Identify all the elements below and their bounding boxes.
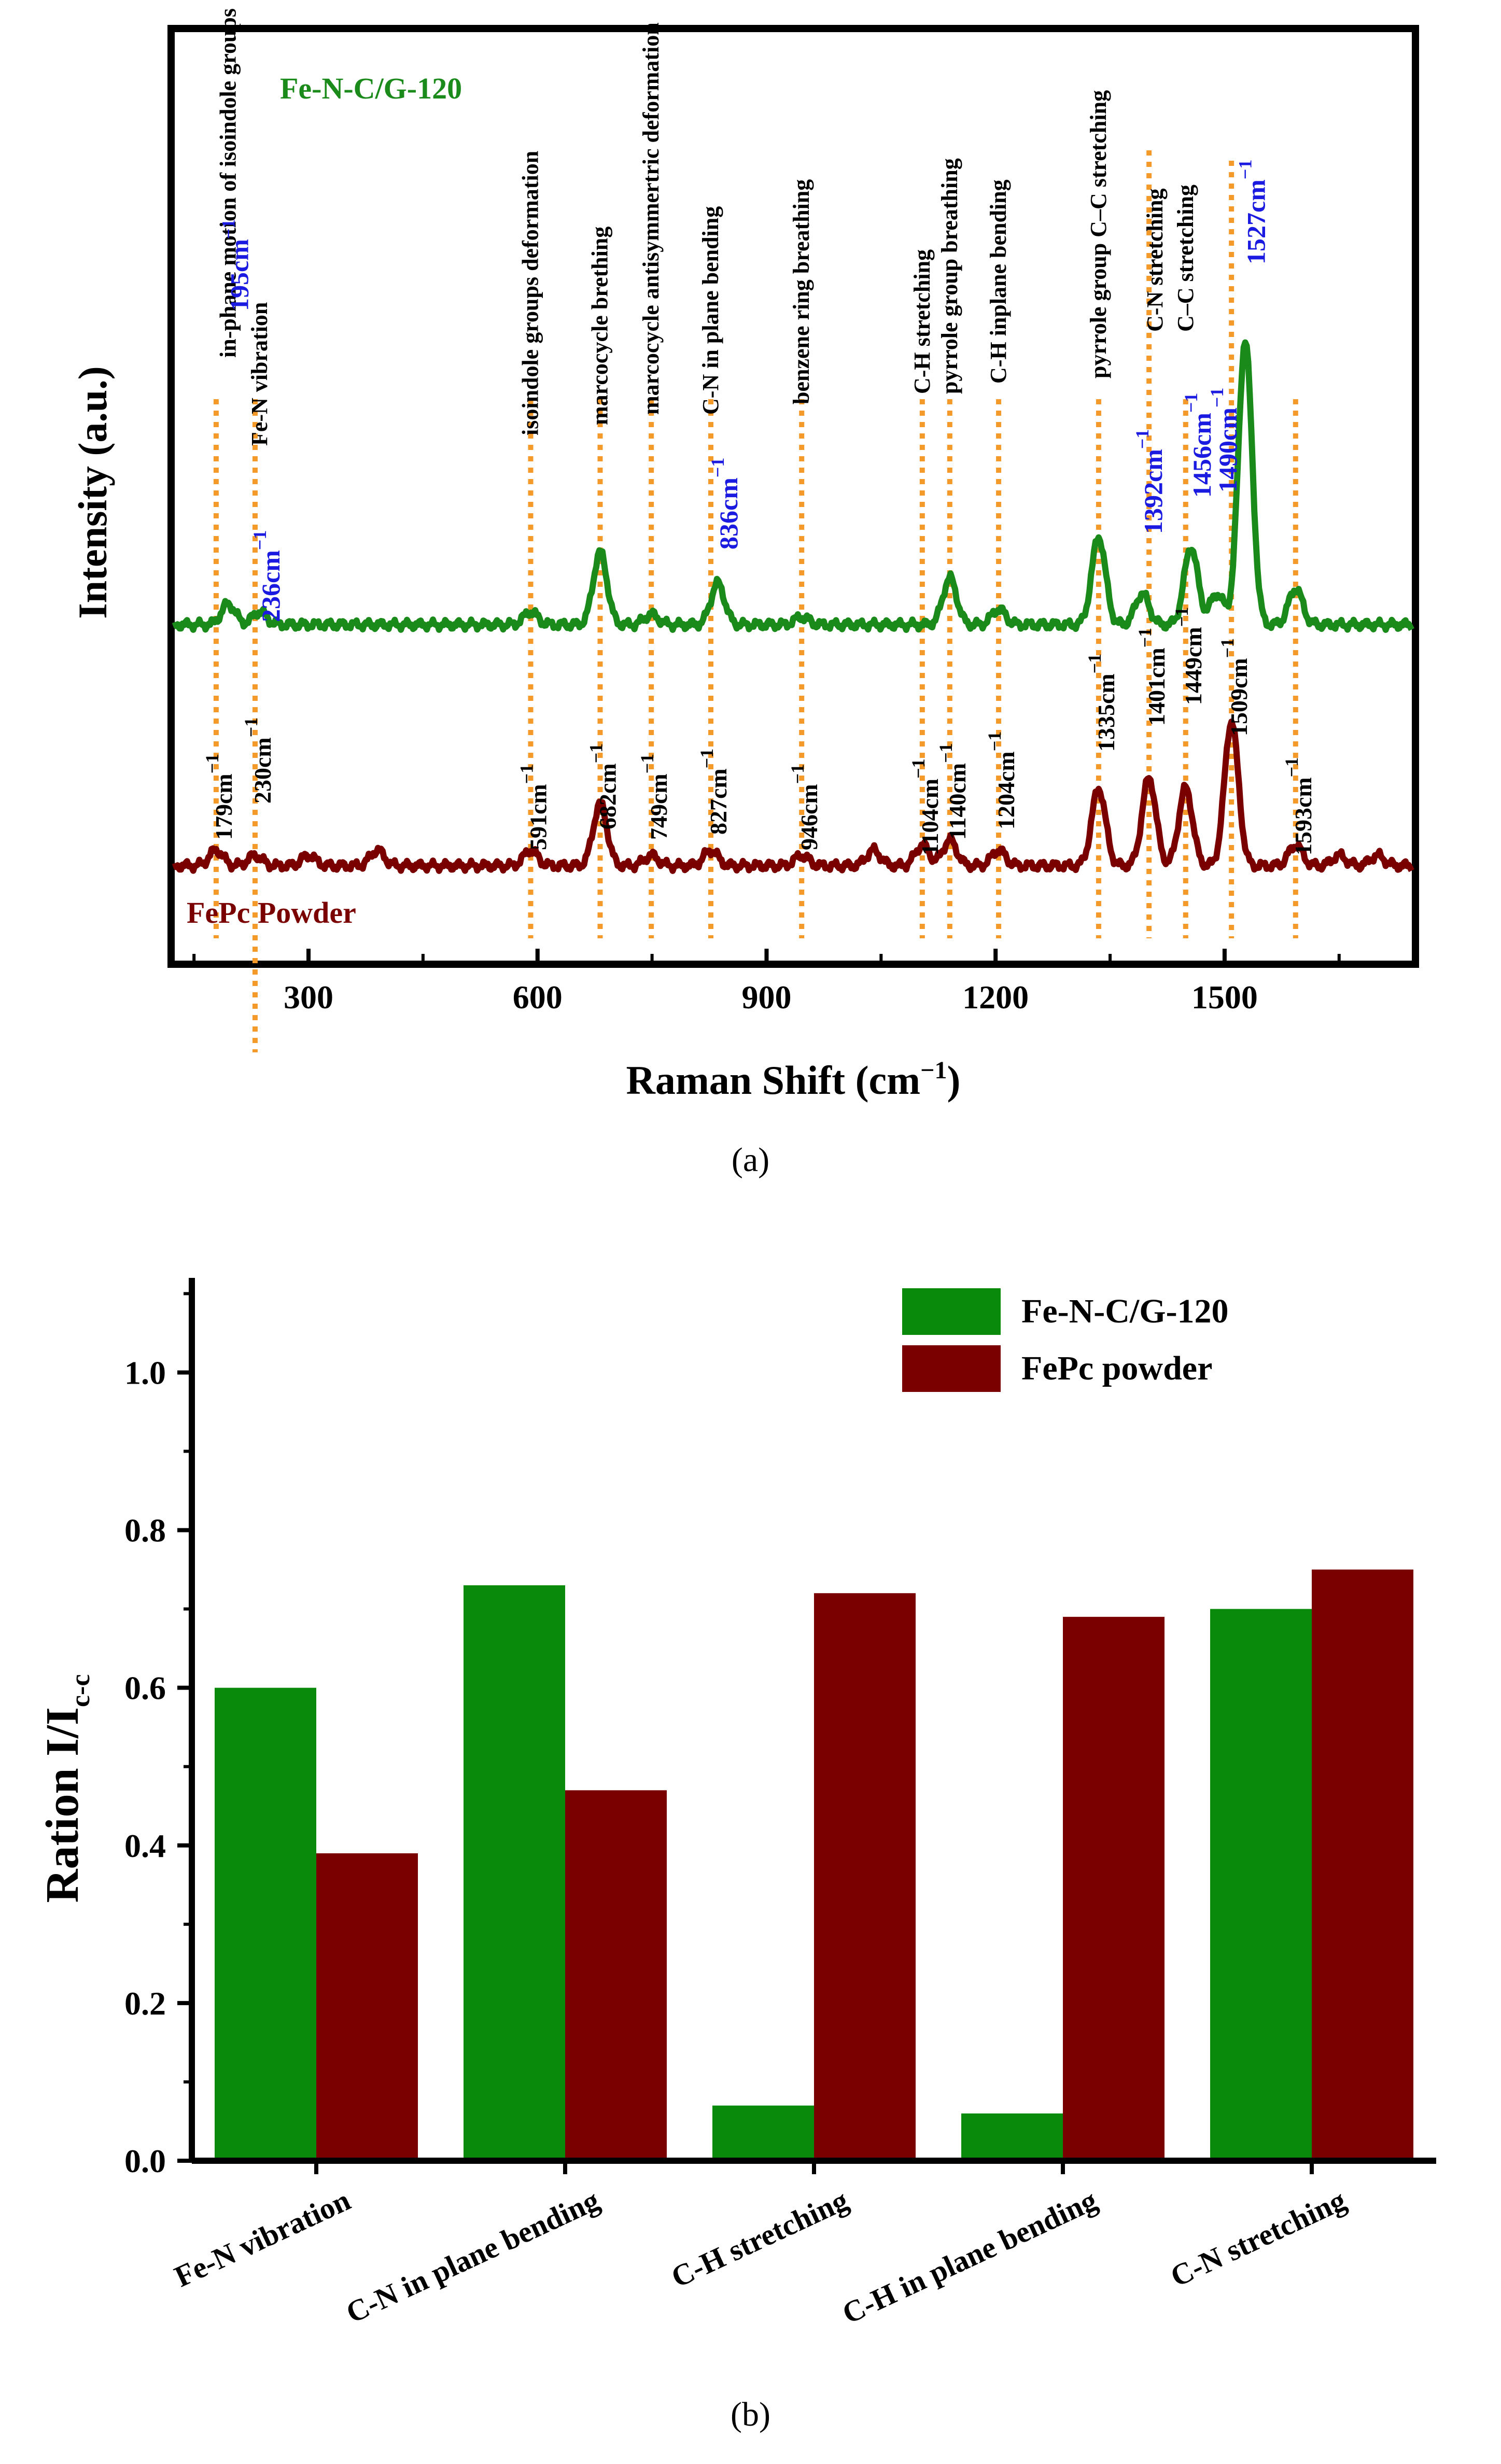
y-axis-label-a: Intensity (a.u.) [70, 366, 115, 619]
peak-label: 836cm−1 [707, 458, 743, 550]
assignment-label: in-phane motion of isoindole groups [215, 8, 241, 358]
assignment-label: marcocycle antisymmertric deformation [638, 22, 664, 415]
peak-label: 1335cm−1 [1084, 654, 1119, 752]
legend-label-1: FePc powder [1021, 1349, 1212, 1387]
assignment-label: C-H inplane bending [986, 179, 1011, 384]
x-tick-label-a: 1500 [1191, 979, 1258, 1016]
legend-label-0: Fe-N-C/G-120 [1021, 1292, 1229, 1330]
x-category-label: Fe-N vibration [170, 2183, 356, 2293]
spectrum-line-1 [172, 719, 1414, 874]
peak-label: 1401cm−1 [1134, 628, 1170, 726]
assignment-label: C-H stretching [909, 249, 935, 394]
peak-label: 179cm−1 [202, 754, 237, 840]
assignment-label: pyrrole group breathing [937, 158, 962, 394]
x-tick-label-a: 300 [284, 979, 333, 1016]
assignment-label: isoindole groups deformation [517, 151, 543, 435]
plot-frame-a [167, 25, 1419, 968]
y-axis-label-sub: c-c [66, 1674, 95, 1707]
peak-label: 1527cm−1 [1235, 160, 1271, 264]
caption-a: (a) [731, 1141, 770, 1179]
peak-label: 1456cm−1 [1181, 393, 1216, 498]
bar-1-2 [814, 1593, 916, 2161]
x-category-label: C-H in plane bending [837, 2183, 1102, 2330]
peak-label: 1392cm−1 [1132, 429, 1168, 534]
x-tick-label-a: 600 [513, 979, 563, 1016]
assignment-label: pyrrole group C–C stretching [1086, 90, 1111, 378]
peak-label: 1593cm−1 [1281, 757, 1316, 855]
assignment-label: C-N in plane bending [698, 206, 723, 415]
peak-label: 1449cm−1 [1171, 607, 1207, 705]
bar-0-2 [712, 2105, 814, 2161]
x-axis-label-end: ) [947, 1058, 961, 1103]
bar-0-4 [1210, 1609, 1312, 2161]
peak-label: 1204cm−1 [984, 731, 1019, 829]
x-category-label: C-N stretching [1166, 2183, 1351, 2293]
peak-label: 1140cm−1 [935, 743, 971, 840]
peak-label: 946cm−1 [787, 764, 822, 850]
spectrum-line-0 [172, 339, 1414, 633]
y-tick-label-b: 0.4 [124, 1827, 166, 1864]
x-category-label: C-N in plane bending [341, 2183, 604, 2330]
series-label-fepc: FePc Powder [187, 896, 356, 930]
x-tick-label-a: 1200 [962, 979, 1029, 1016]
bar-0-0 [215, 1687, 316, 2161]
legend-swatch-1 [902, 1345, 1001, 1392]
assignment-label: marcocycle brething [587, 227, 612, 425]
assignment-label: benzene ring breathing [789, 179, 814, 404]
caption-b: (b) [731, 2396, 770, 2433]
legend-swatch-0 [902, 1288, 1001, 1335]
y-tick-label-b: 0.6 [124, 1670, 166, 1707]
bar-1-3 [1063, 1616, 1165, 2161]
x-axis-label-sup: −1 [920, 1057, 947, 1084]
bar-1-0 [316, 1853, 418, 2161]
bar-0-3 [961, 2113, 1063, 2161]
y-tick-label-b: 0.2 [124, 1985, 166, 2022]
peak-label: 1104cm−1 [908, 758, 943, 855]
assignment-label: C-N stretching [1142, 188, 1168, 332]
peak-label: 236cm−1 [249, 530, 285, 622]
bar-0-1 [464, 1585, 565, 2161]
bar-1-1 [565, 1790, 667, 2161]
x-axis-label-a: Raman Shift (cm−1) [626, 1057, 961, 1103]
assignment-label: Fe-N vibration [247, 302, 272, 446]
bar-1-4 [1312, 1569, 1413, 2161]
panel-a-raman-spectrum: in-phane motion of isoindole groups Fe-N … [0, 0, 1501, 1208]
x-tick-label-a: 900 [741, 979, 791, 1016]
x-category-label: C-H stretching [666, 2183, 853, 2294]
raman-chart: in-phane motion of isoindole groupsFe-N … [70, 8, 1419, 1103]
peak-label: 1509cm−1 [1217, 638, 1252, 736]
y-axis-label-b: Ration I/Ic-c [37, 1674, 95, 1903]
peak-label: 1490cm−1 [1207, 388, 1242, 492]
y-tick-label-b: 0.8 [124, 1512, 166, 1549]
peak-label: 230cm−1 [241, 717, 276, 804]
peak-label: 827cm−1 [696, 749, 732, 835]
y-tick-label-b: 0.0 [124, 2143, 166, 2179]
y-tick-label-b: 1.0 [124, 1354, 166, 1391]
peak-label: 682cm−1 [585, 743, 621, 829]
panel-b-ratio-bars: 0.0 0.2 0.4 0.6 0.8 1.0 Fe-N vibration C-N in p… [0, 1208, 1501, 2461]
assignment-label: C–C stretching [1173, 185, 1198, 332]
series-label-fenc: Fe-N-C/G-120 [280, 72, 462, 105]
peak-label: 195cm−1 [218, 219, 254, 311]
peak-label: 591cm−1 [516, 764, 551, 850]
peak-label: 749cm−1 [637, 754, 672, 840]
